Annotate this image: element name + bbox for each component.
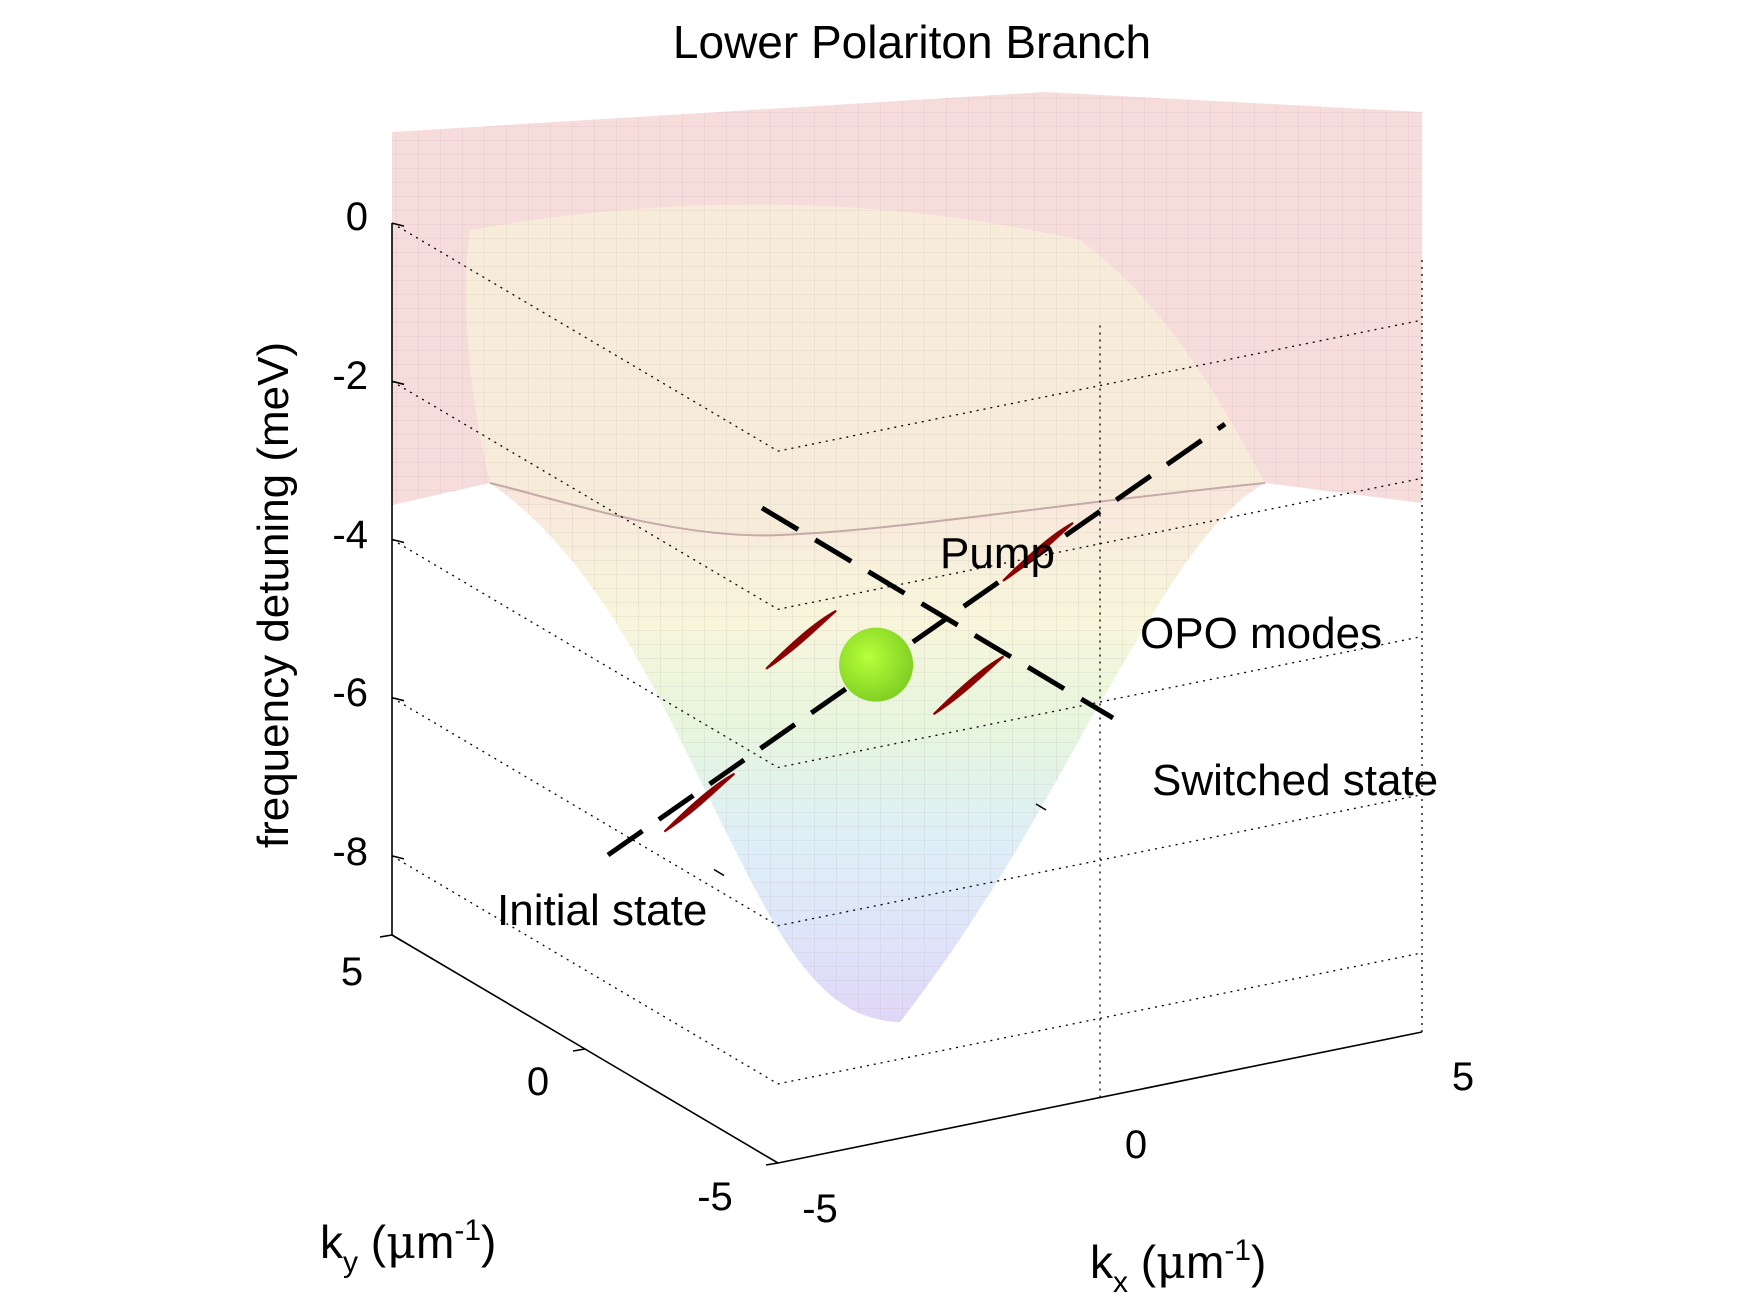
pump-marker [839, 627, 914, 702]
x-label-sub: x [1113, 1266, 1128, 1299]
x-label-unit-m: m [1186, 1236, 1224, 1288]
switched-state-line [760, 505, 1115, 721]
y-label-unit-m: m [416, 1216, 454, 1268]
z-tick [391, 380, 405, 386]
z-tick-label: -8 [332, 830, 368, 874]
y-label-mu: μ [386, 1215, 416, 1269]
x-label-main: k [1090, 1236, 1114, 1288]
z-tick [391, 855, 405, 860]
x-label-mu: μ [1156, 1235, 1186, 1289]
grid-lines [391, 222, 1423, 1098]
y-label-unit-open: ( [358, 1216, 387, 1268]
y-tick [379, 934, 393, 938]
z-tick-labels: 0 -2 -4 -6 -8 [332, 195, 368, 874]
x-tick-label: 5 [1452, 1055, 1474, 1099]
tick-marks [379, 222, 1047, 1166]
z-tick-label: -4 [332, 513, 368, 557]
y-label-main: k [320, 1216, 344, 1268]
grid-line-z [391, 222, 1423, 452]
x-axis-line [777, 1031, 1423, 1164]
grid-line-z [391, 380, 1423, 610]
annotation-switched-state: Switched state [1152, 756, 1438, 805]
x-tick [391, 934, 403, 942]
z-tick-label: -6 [332, 671, 368, 715]
y-label-sub: y [343, 1246, 358, 1279]
x-tick [1035, 803, 1047, 811]
state-lines [606, 421, 1227, 858]
x-label-unit-open: ( [1128, 1236, 1157, 1288]
opo-mode-marker [1002, 521, 1074, 582]
y-axis-label: ky (μm-1) [320, 1214, 496, 1279]
annotation-opo-modes: OPO modes [1140, 609, 1382, 658]
y-tick-labels: 5 0 -5 [341, 950, 733, 1219]
opo-mode-marker [663, 772, 736, 833]
y-label-sup: -1 [454, 1214, 481, 1247]
z-tick [391, 538, 405, 544]
z-tick [391, 222, 405, 227]
surface-rim [489, 482, 1266, 537]
surface-plateau-mesh [392, 92, 1422, 536]
z-tick [391, 696, 405, 702]
annotation-pump: Pump [940, 529, 1055, 578]
x-tick [713, 868, 725, 877]
y-tick [765, 1162, 779, 1166]
x-label-unit-close: ) [1251, 1236, 1266, 1288]
annotation-initial-state: Initial state [497, 886, 707, 935]
chart-title: Lower Polariton Branch [673, 16, 1151, 68]
grid-line-z [391, 538, 1423, 769]
grid-line-z [391, 697, 1423, 927]
y-tick-label: 5 [341, 950, 363, 994]
x-label-sup: -1 [1224, 1234, 1251, 1267]
y-tick [572, 1048, 586, 1052]
x-tick-labels: -5 0 5 [802, 1055, 1474, 1231]
opo-mode-marker [932, 655, 1005, 716]
initial-state-line [606, 421, 1227, 858]
y-label-unit-close: ) [481, 1216, 496, 1268]
z-tick-label: -2 [332, 354, 368, 398]
y-tick-label: 0 [527, 1060, 549, 1104]
x-tick-label: -5 [802, 1187, 838, 1231]
grid-line-z [391, 855, 1423, 1085]
z-axis-label: frequency detuning (meV) [249, 342, 298, 848]
y-tick-label: -5 [697, 1175, 733, 1219]
x-tick-label: 0 [1125, 1123, 1147, 1167]
opo-mode-markers [663, 521, 1074, 833]
x-axis-label: kx (μm-1) [1090, 1234, 1266, 1299]
z-tick-label: 0 [346, 195, 368, 239]
opo-mode-marker [765, 609, 837, 670]
